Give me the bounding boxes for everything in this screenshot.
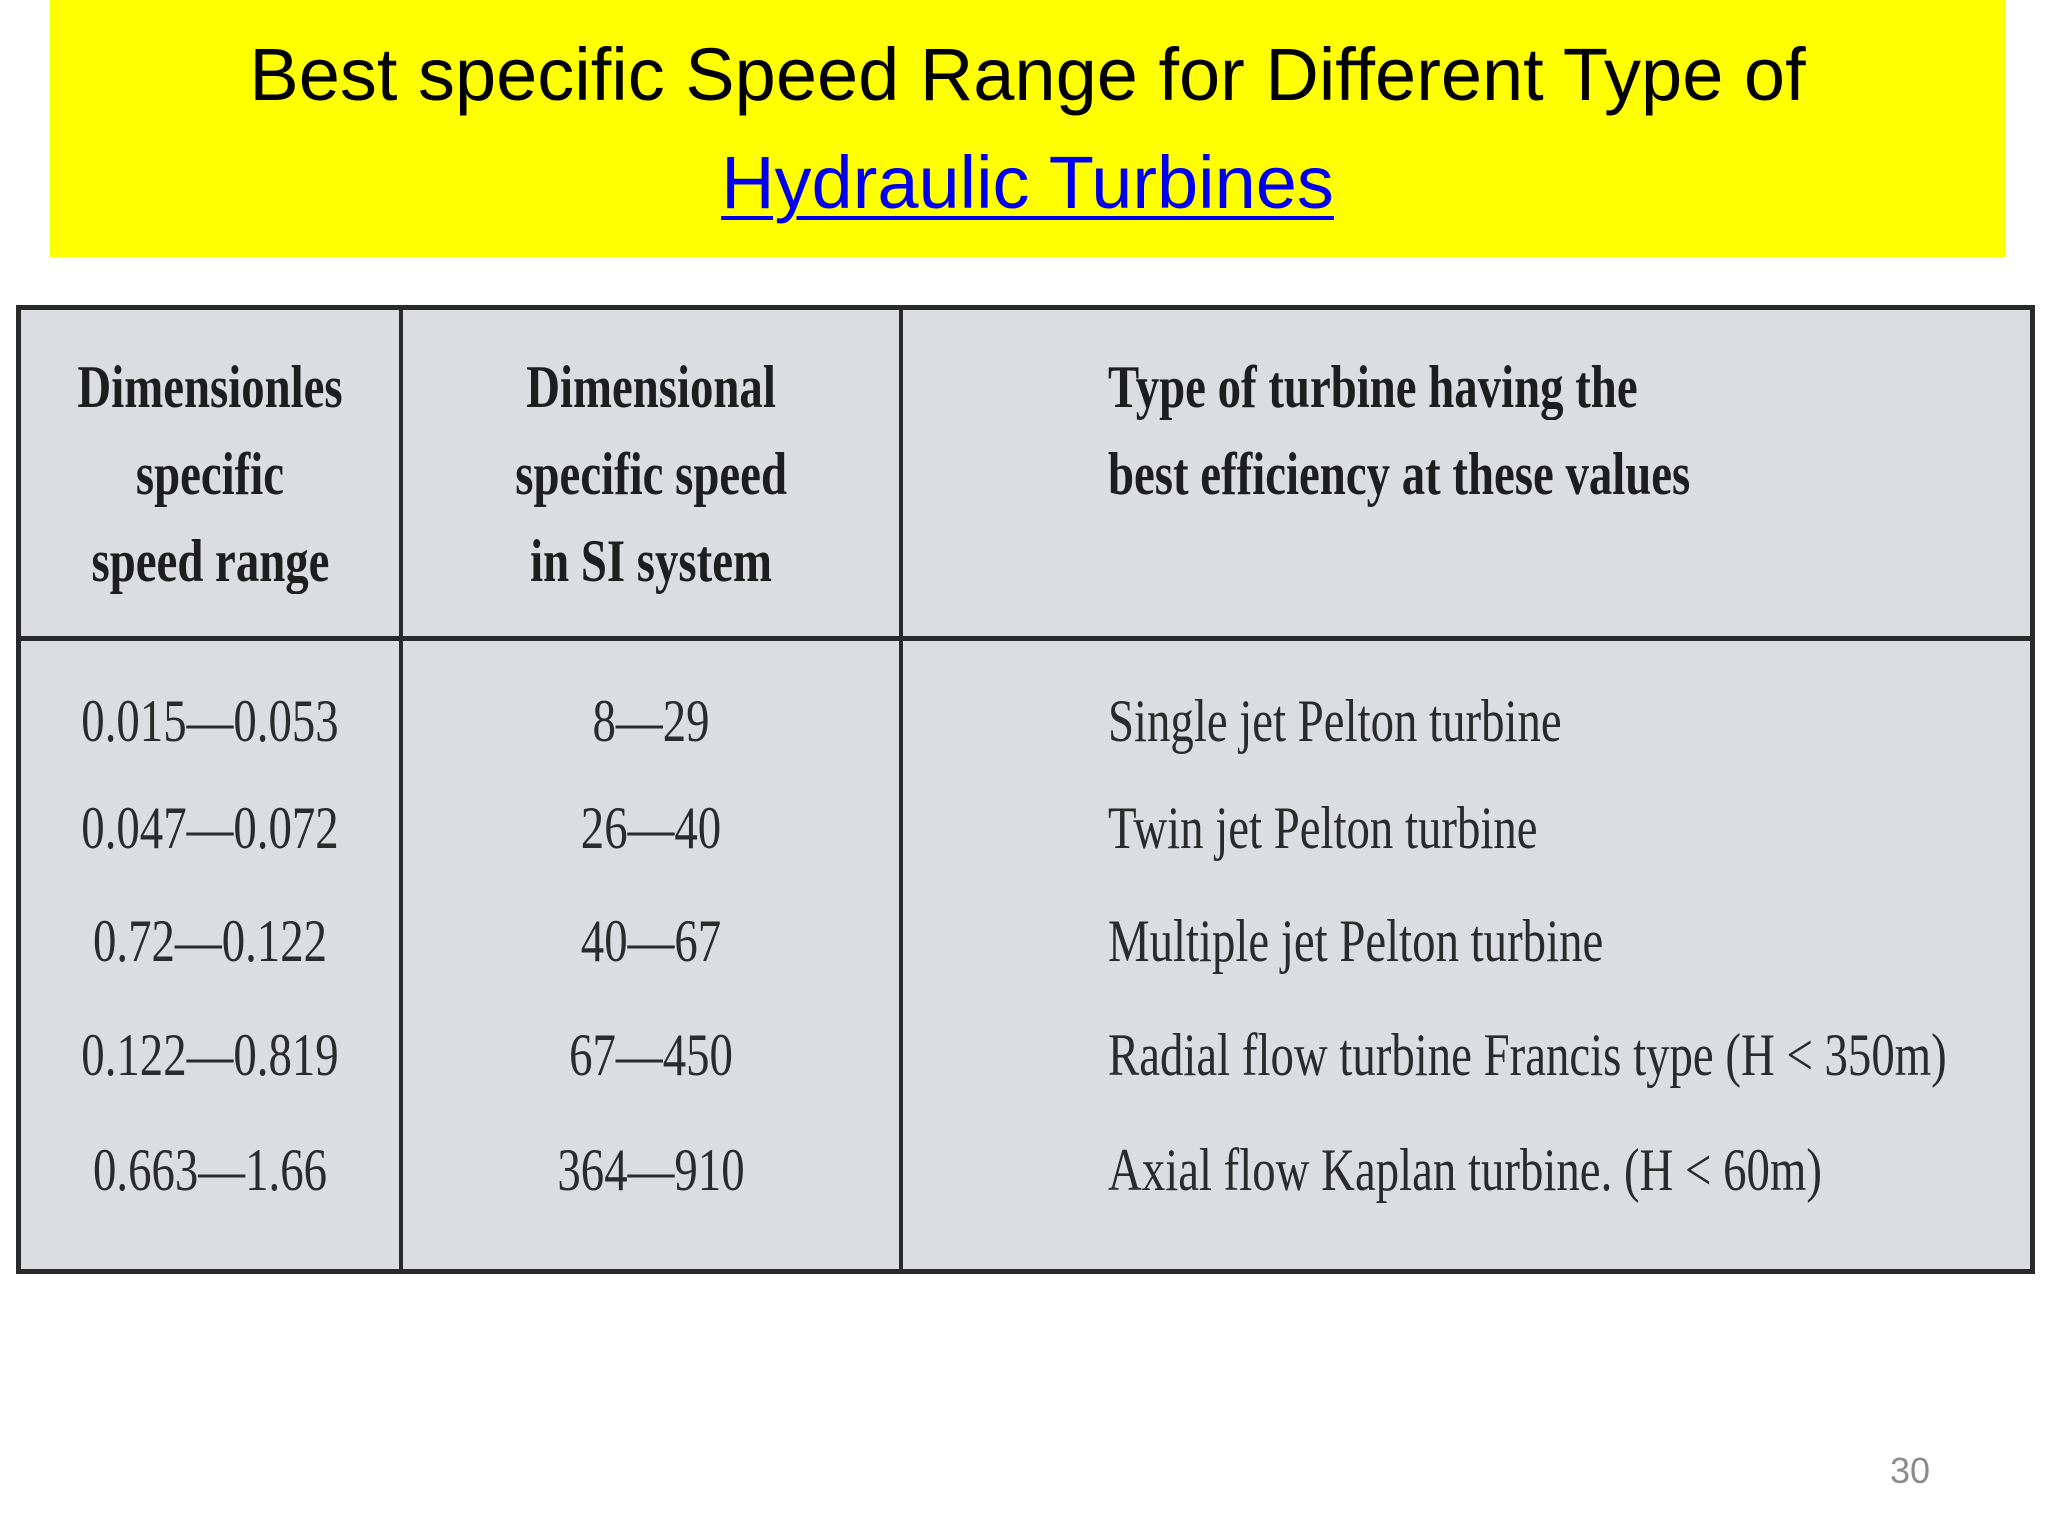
body-cell: 0.015—0.053 (21, 686, 399, 756)
title-banner: Best specific Speed Range for Different … (50, 0, 2005, 257)
header-text: best efficiency at these values (1108, 441, 1691, 507)
body-cell: 0.047—0.072 (21, 793, 399, 863)
header-cell: in SI system (403, 526, 899, 596)
body-text: 8—29 (592, 688, 710, 754)
body-text: Axial flow Kaplan turbine. (H < 60m) (1108, 1137, 1822, 1203)
header-cell: Dimensional (403, 352, 899, 422)
header-cell: speed range (21, 526, 399, 596)
body-text: Single jet Pelton turbine (1108, 688, 1562, 754)
header-text: Dimensional (526, 354, 776, 420)
column-divider (399, 310, 403, 1269)
body-text: 0.015—0.053 (81, 688, 339, 754)
body-cell: 8—29 (403, 686, 899, 756)
body-cell: Axial flow Kaplan turbine. (H < 60m) (1108, 1135, 2028, 1205)
body-text: 40—67 (580, 908, 722, 974)
header-text: Dimensionles (77, 354, 343, 420)
header-divider (21, 636, 2030, 641)
body-text: 0.122—0.819 (81, 1022, 339, 1088)
header-text: Type of turbine having the (1108, 354, 1638, 420)
title-link[interactable]: Hydraulic Turbines (721, 141, 1334, 224)
body-cell: Radial flow turbine Francis type (H < 35… (1108, 1020, 2028, 1090)
column-divider (899, 310, 903, 1269)
title: Best specific Speed Range for Different … (249, 33, 1806, 116)
header-text: specific (135, 441, 285, 507)
body-cell: 0.72—0.122 (21, 906, 399, 976)
body-text: 26—40 (580, 795, 722, 861)
header-text: in SI system (530, 528, 772, 594)
body-cell: 364—910 (403, 1135, 899, 1205)
body-text: Radial flow turbine Francis type (H < 35… (1108, 1022, 1947, 1088)
header-text: speed range (91, 528, 329, 594)
header-cell: best efficiency at these values (1108, 439, 2028, 509)
body-cell: 67—450 (403, 1020, 899, 1090)
body-cell: Twin jet Pelton turbine (1108, 793, 2028, 863)
body-text: 67—450 (569, 1022, 733, 1088)
page-number: 30 (1889, 1450, 1931, 1491)
header-cell: Dimensionles (21, 352, 399, 422)
body-text: Twin jet Pelton turbine (1108, 795, 1538, 861)
body-text: 0.663—1.66 (93, 1137, 328, 1203)
body-cell: Single jet Pelton turbine (1108, 686, 2028, 756)
body-text: 364—910 (557, 1137, 745, 1203)
body-cell: 40—67 (403, 906, 899, 976)
body-cell: 26—40 (403, 793, 899, 863)
body-text: Multiple jet Pelton turbine (1108, 908, 1604, 974)
body-text: 0.72—0.122 (93, 908, 328, 974)
table: Dimensionles specific speed range Dimension… (16, 305, 2035, 1274)
body-cell: 0.663—1.66 (21, 1135, 399, 1205)
title-line: Hydraulic Turbines (50, 146, 2005, 220)
header-cell: specific speed (403, 439, 899, 509)
body-cell: 0.122—0.819 (21, 1020, 399, 1090)
body-cell: Multiple jet Pelton turbine (1108, 906, 2028, 976)
header-cell: Type of turbine having the (1108, 352, 2028, 422)
header-cell: specific (21, 439, 399, 509)
header-text: specific speed (515, 441, 787, 507)
body-text: 0.047—0.072 (81, 795, 339, 861)
